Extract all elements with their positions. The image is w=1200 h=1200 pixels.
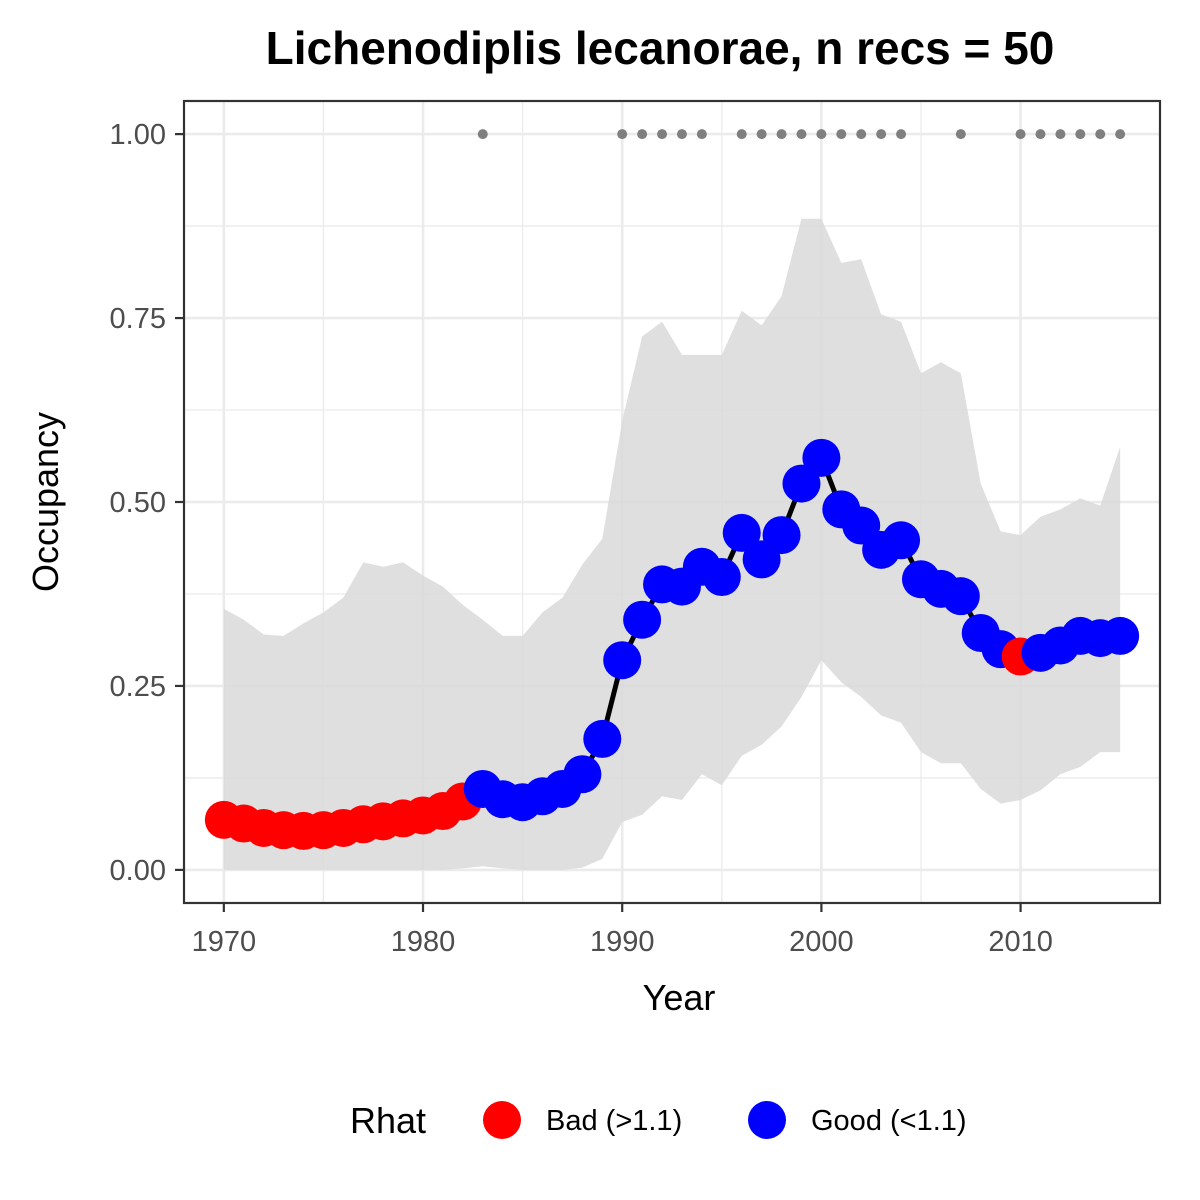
legend-label-good: Good (<1.1) — [811, 1105, 967, 1137]
y-axis-ticks: 0.00 0.25 0.50 0.75 1.00 — [110, 119, 184, 887]
record-marker — [1115, 129, 1126, 140]
record-marker — [477, 129, 488, 140]
occupancy-point-good — [603, 641, 642, 680]
record-marker — [955, 129, 966, 140]
legend: Rhat Bad (>1.1) Good (<1.1) — [350, 1100, 967, 1141]
credible-interval-ribbon — [223, 218, 1121, 870]
record-marker — [896, 129, 907, 140]
occupancy-point-good — [623, 600, 662, 639]
occupancy-point-good — [702, 558, 741, 597]
record-marker — [676, 129, 687, 140]
occupancy-point-good — [583, 719, 622, 758]
record-marker — [1075, 129, 1086, 140]
record-marker — [1095, 129, 1106, 140]
x-tick-label: 1980 — [391, 926, 456, 958]
record-marker — [856, 129, 867, 140]
record-marker — [637, 129, 648, 140]
y-axis-title: Occupancy — [25, 412, 66, 592]
occupancy-point-good — [1101, 616, 1140, 655]
record-marker — [1015, 129, 1026, 140]
legend-item-bad: Bad (>1.1) — [483, 1101, 682, 1139]
y-tick-label: 0.50 — [110, 487, 166, 519]
y-tick-label: 0.00 — [110, 855, 166, 887]
record-marker — [736, 129, 747, 140]
y-tick-label: 1.00 — [110, 119, 166, 151]
record-marker — [1055, 129, 1066, 140]
record-marker — [836, 129, 847, 140]
occupancy-point-good — [762, 516, 801, 555]
chart-title: Lichenodiplis lecanorae, n recs = 50 — [266, 22, 1055, 74]
legend-item-good: Good (<1.1) — [748, 1101, 967, 1139]
record-marker — [876, 129, 887, 140]
occupancy-point-good — [802, 438, 841, 477]
record-marker — [776, 129, 787, 140]
record-markers — [477, 129, 1126, 140]
occupancy-point-good — [882, 521, 921, 560]
occupancy-point-good — [563, 755, 602, 794]
record-marker — [696, 129, 707, 140]
legend-title: Rhat — [350, 1100, 426, 1141]
legend-key-bad — [483, 1101, 521, 1139]
occupancy-point-good — [941, 577, 980, 616]
x-tick-label: 1970 — [192, 926, 257, 958]
record-marker — [1035, 129, 1046, 140]
x-tick-label: 1990 — [590, 926, 655, 958]
y-tick-label: 0.25 — [110, 671, 166, 703]
occupancy-point-good — [782, 464, 821, 503]
credible-interval-area — [223, 218, 1121, 870]
record-marker — [617, 129, 628, 140]
legend-key-good — [748, 1101, 786, 1139]
x-tick-label: 2000 — [789, 926, 854, 958]
x-tick-label: 2010 — [988, 926, 1053, 958]
occupancy-points — [204, 438, 1140, 850]
x-axis-title: Year — [643, 977, 716, 1018]
legend-label-bad: Bad (>1.1) — [546, 1105, 682, 1137]
record-marker — [816, 129, 827, 140]
occupancy-point-good — [722, 513, 761, 552]
record-marker — [657, 129, 668, 140]
x-axis-ticks: 1970 1980 1990 2000 2010 — [192, 903, 1053, 958]
y-tick-label: 0.75 — [110, 303, 166, 335]
record-marker — [756, 129, 767, 140]
record-marker — [796, 129, 807, 140]
